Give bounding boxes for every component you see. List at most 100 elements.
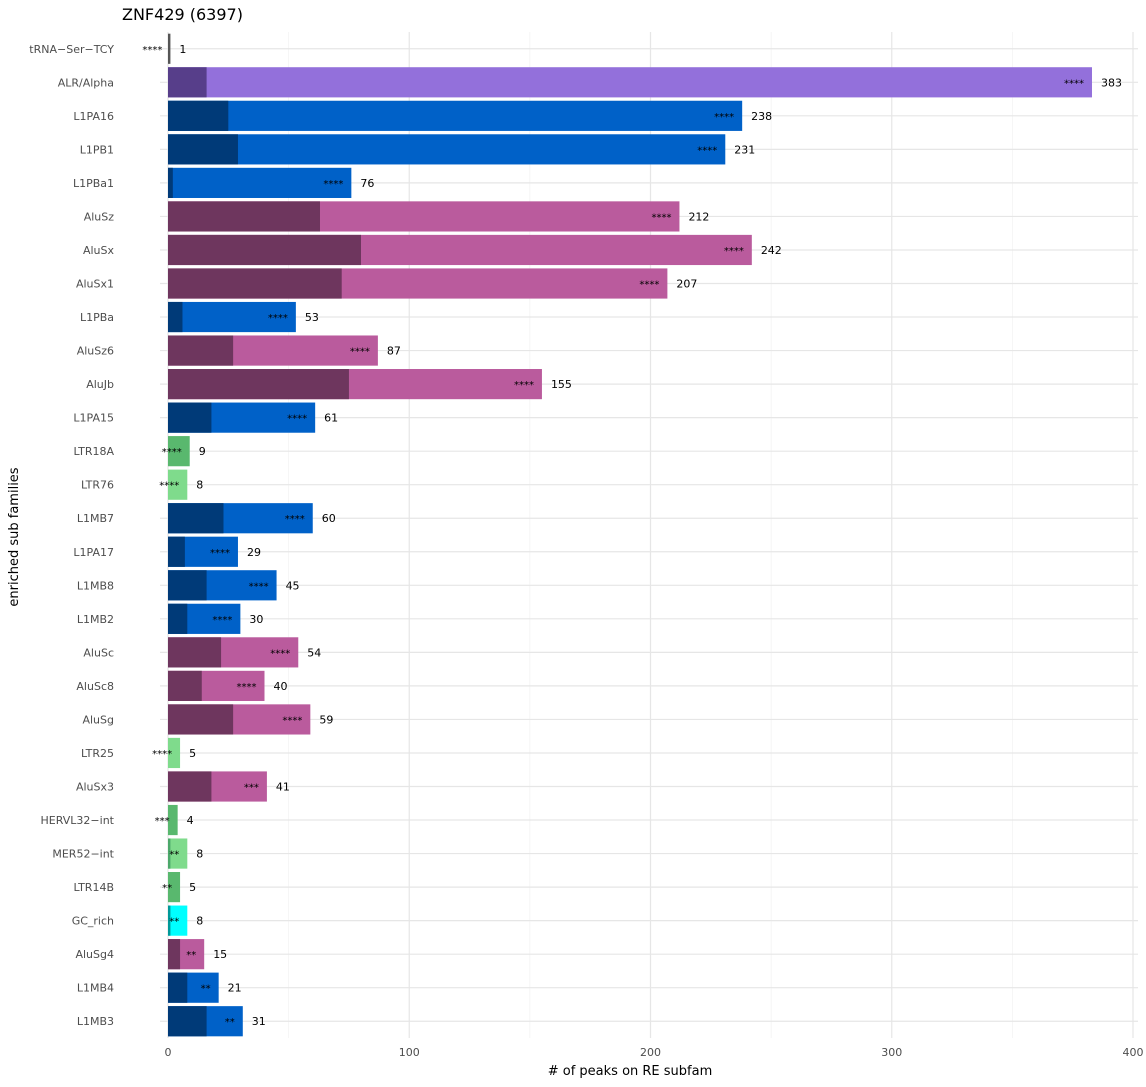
value-label: 76: [360, 177, 374, 190]
y-axis-title: enriched sub families: [7, 467, 22, 606]
value-label: 1: [179, 43, 186, 56]
y-tick-label: HERVL32−int: [41, 814, 115, 827]
bar-background: [168, 201, 320, 232]
value-label: 53: [305, 311, 319, 324]
significance-label: ****: [287, 414, 307, 425]
value-label: 9: [199, 445, 206, 458]
y-tick-label: AluJb: [86, 378, 114, 391]
bar-total: [168, 436, 190, 467]
y-tick-label: L1MB3: [77, 1015, 114, 1028]
value-label: 45: [286, 579, 300, 592]
bar-background: [168, 637, 222, 668]
chart-title: ZNF429 (6397): [122, 5, 243, 24]
y-tick-label: L1PA17: [73, 546, 114, 559]
value-label: 29: [247, 546, 261, 559]
bar-background: [168, 134, 238, 165]
y-tick-label: L1PB1: [80, 143, 114, 156]
value-label: 41: [276, 781, 290, 794]
bar-background: [168, 167, 173, 198]
bar-background: [168, 603, 188, 634]
bar-background: [168, 838, 171, 869]
x-tick-label: 100: [399, 1046, 420, 1059]
value-label: 212: [688, 210, 709, 223]
x-tick-label: 200: [640, 1046, 661, 1059]
value-label: 383: [1101, 76, 1122, 89]
y-tick-label: AluSx1: [76, 278, 114, 291]
bar-total: [168, 737, 181, 769]
significance-label: ****: [724, 246, 744, 257]
significance-label: **: [162, 883, 172, 894]
y-tick-label: LTR25: [81, 747, 114, 760]
bar-total: [168, 838, 188, 869]
y-tick-label: L1MB2: [77, 613, 114, 626]
significance-label: ****: [162, 447, 182, 458]
y-tick-label: AluSg4: [75, 948, 114, 961]
bar-total: [168, 100, 743, 131]
significance-label: ****: [268, 313, 288, 324]
value-label: 231: [734, 143, 755, 156]
value-label: 4: [187, 814, 194, 827]
bar-background: [168, 905, 171, 936]
y-tick-label: L1PA16: [73, 110, 114, 123]
y-tick-label: L1PBa: [80, 311, 114, 324]
bar-total: [168, 804, 178, 836]
significance-label: ***: [155, 816, 170, 827]
bar-background: [168, 402, 212, 433]
bar-total: [168, 167, 352, 198]
value-label: 5: [189, 881, 196, 894]
y-tick-label: L1MB4: [77, 982, 114, 995]
bar-background: [168, 67, 207, 98]
significance-label: ****: [323, 179, 343, 190]
y-tick-label: AluSc: [83, 646, 114, 659]
y-tick-label: L1PA15: [73, 412, 114, 425]
y-tick-label: AluSz6: [77, 345, 114, 358]
bar-background: [168, 100, 229, 131]
bar-background: [168, 972, 188, 1003]
significance-label: **: [169, 850, 179, 861]
bar-total: [168, 905, 188, 936]
y-tick-label: MER52−int: [52, 848, 114, 861]
y-tick-label: LTR76: [81, 479, 114, 492]
value-label: 8: [196, 915, 203, 928]
x-tick-label: 400: [1123, 1046, 1144, 1059]
y-axis-ticks: tRNA−Ser−TCY ALR/Alpha L1PA16 L1PB1 L1PBa1 Al…: [29, 43, 114, 1028]
significance-label: ****: [714, 112, 734, 123]
significance-label: ****: [350, 347, 370, 358]
bar-background: [168, 369, 349, 400]
bar-total: [168, 33, 171, 64]
significance-label: ****: [237, 682, 257, 693]
value-label: 15: [213, 948, 227, 961]
value-label: 238: [751, 110, 772, 123]
bar-background: [168, 536, 185, 567]
bar-background: [168, 771, 212, 802]
significance-label: ****: [270, 648, 290, 659]
bar-background: [168, 268, 342, 299]
bar-background: [168, 335, 234, 366]
bar-background: [168, 234, 361, 266]
significance-label: ****: [159, 481, 179, 492]
value-label: 21: [228, 982, 242, 995]
y-tick-label: AluSc8: [76, 680, 114, 693]
significance-label: ****: [1064, 78, 1084, 89]
value-label: 207: [676, 278, 697, 291]
value-label: 59: [319, 713, 333, 726]
value-label: 31: [252, 1015, 266, 1028]
bar-labels: **** 1**** 383**** 238**** 231**** 76**** 212*…: [142, 43, 1122, 1028]
bar-total: [168, 67, 1092, 98]
significance-label: **: [169, 917, 179, 928]
significance-label: **: [225, 1017, 235, 1028]
y-tick-label: ALR/Alpha: [58, 76, 114, 89]
x-axis-ticks: 0 100 200 300 400: [165, 1046, 1144, 1059]
significance-label: ****: [285, 514, 305, 525]
significance-label: **: [201, 984, 211, 995]
bar-background: [168, 1006, 207, 1037]
y-tick-label: AluSz: [84, 210, 115, 223]
bar-total: [168, 301, 296, 333]
y-tick-label: GC_rich: [72, 915, 114, 928]
bar-background: [168, 503, 224, 534]
significance-label: ****: [514, 380, 534, 391]
value-label: 40: [274, 680, 288, 693]
value-label: 5: [189, 747, 196, 760]
value-label: 155: [551, 378, 572, 391]
